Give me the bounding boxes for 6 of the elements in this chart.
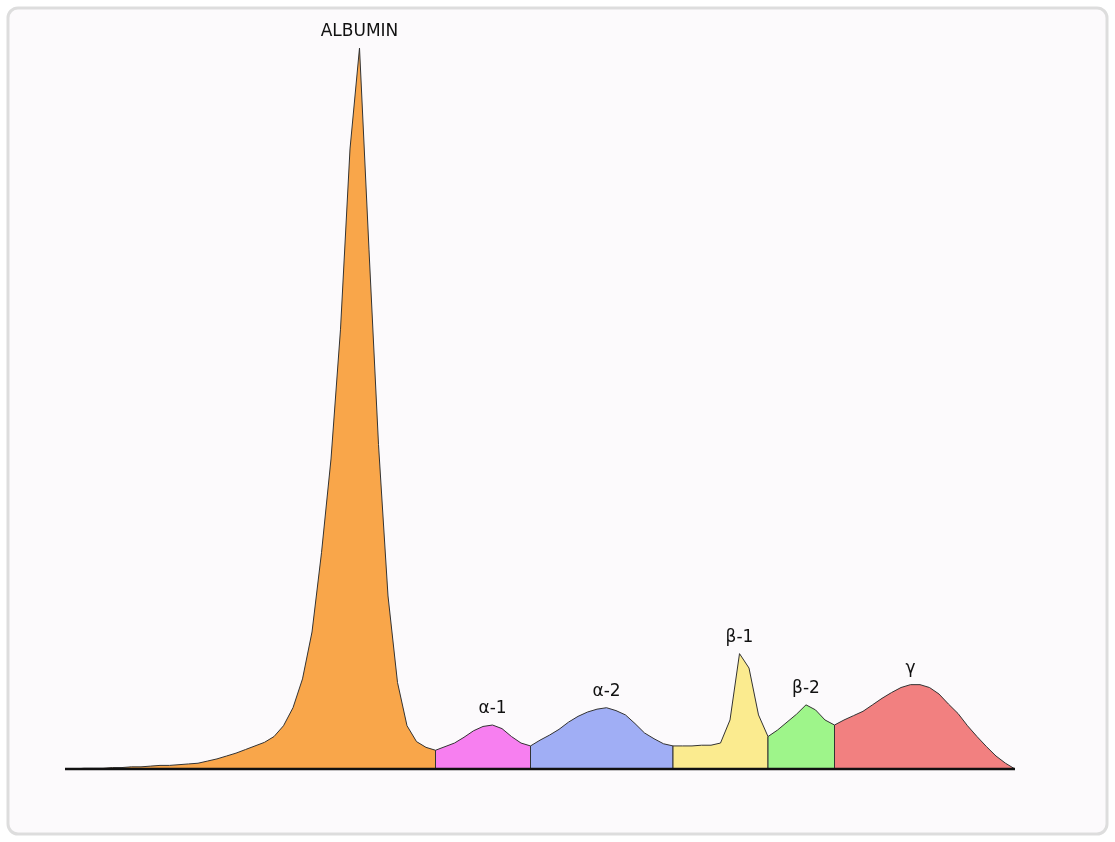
series-label: γ — [905, 656, 916, 677]
series-label: β-1 — [725, 625, 754, 646]
series-label: α-2 — [592, 679, 621, 700]
series-label: α-1 — [478, 697, 507, 718]
series-label: β-2 — [792, 676, 820, 697]
series-label: ALBUMIN — [320, 20, 399, 40]
